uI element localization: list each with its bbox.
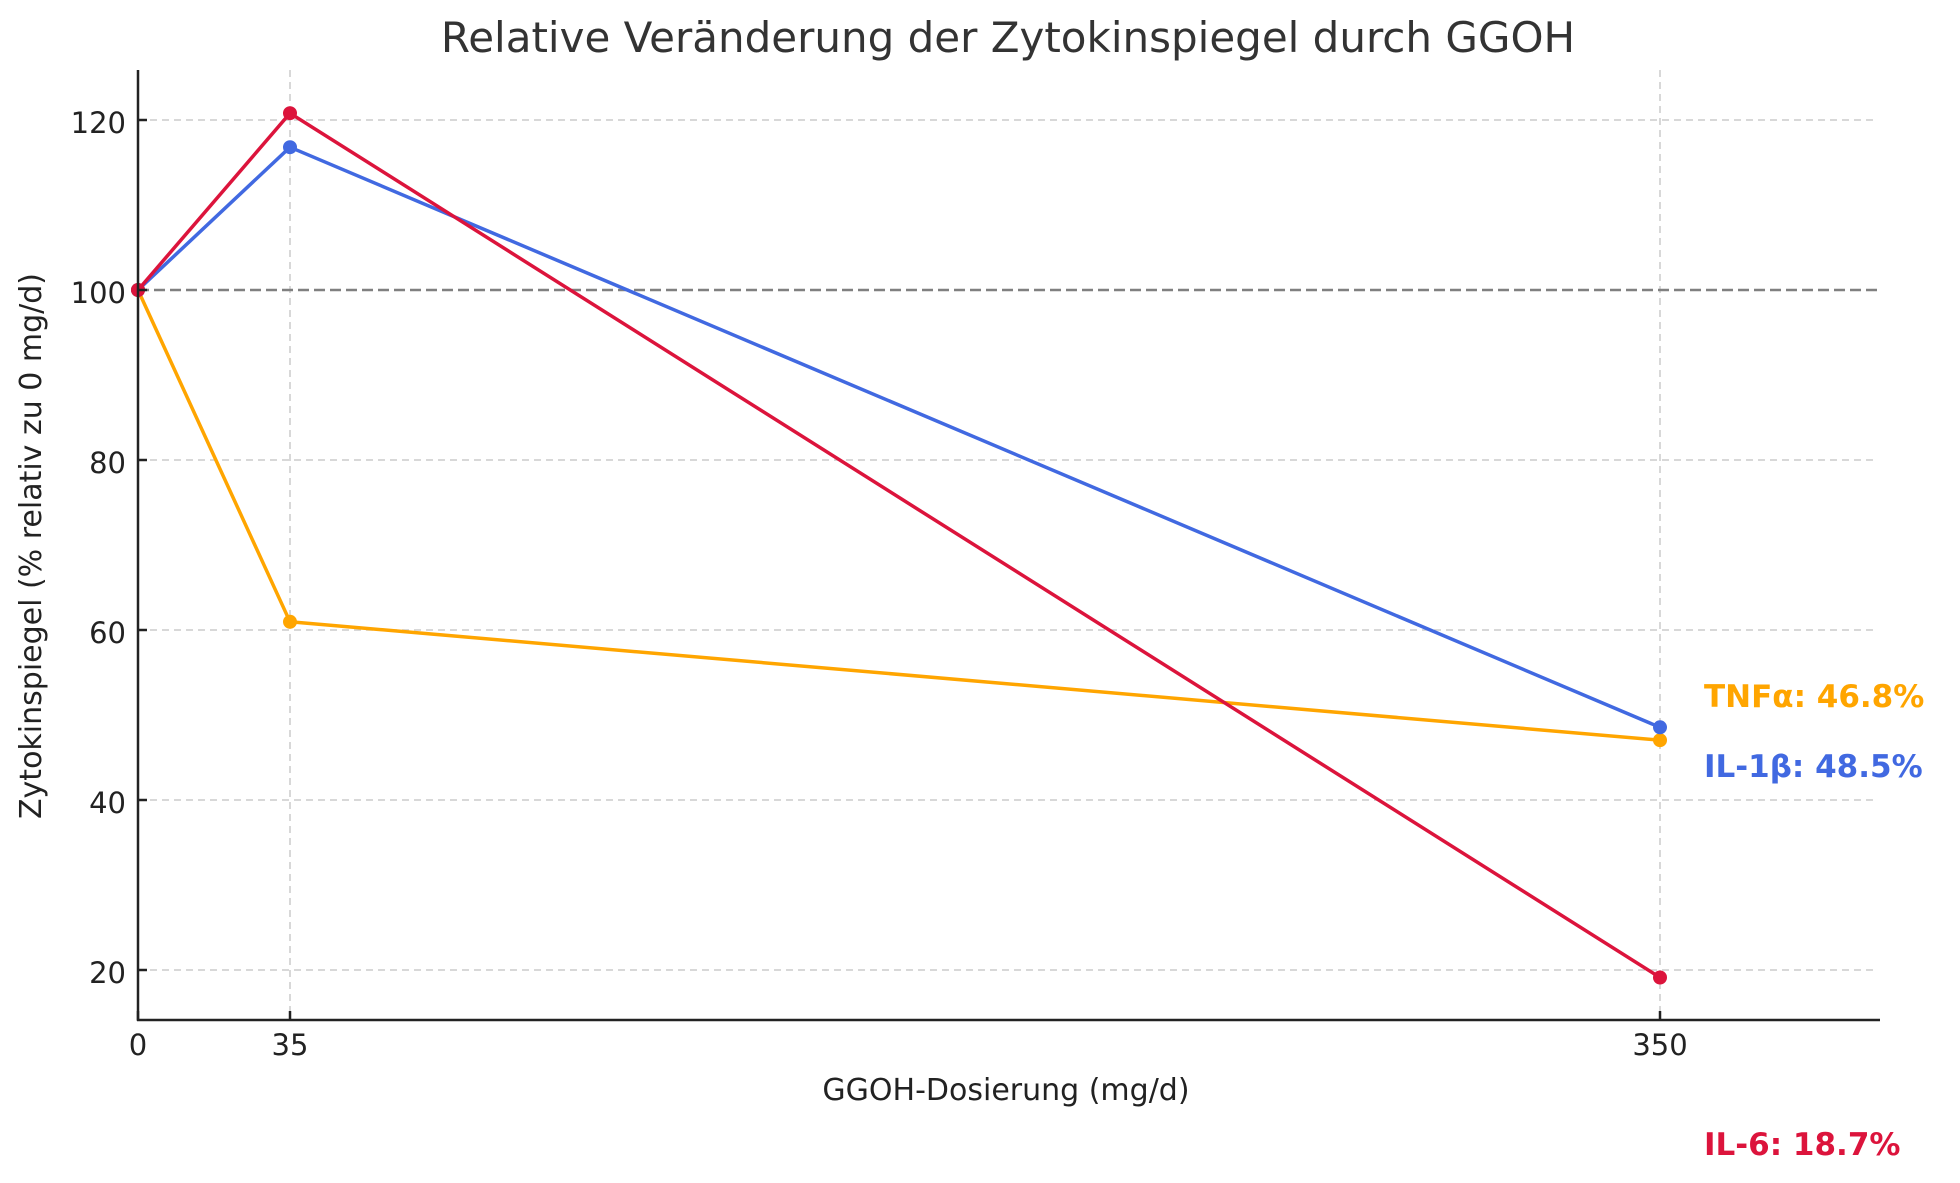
annotation-tnfa: TNFα: 46.8%: [1704, 679, 1924, 715]
y-axis-label: Zytokinspiegel (% relativ zu 0 mg/d): [14, 273, 49, 819]
data-point: [1653, 733, 1667, 748]
data-point: [1653, 720, 1667, 735]
y-ticks: [138, 118, 147, 972]
data-point: [283, 140, 297, 155]
horizontal-gridlines: [138, 119, 1878, 971]
x-tick-labels: 0 35 350: [129, 1028, 1688, 1062]
y-tick-label: 40: [89, 786, 126, 820]
x-tick-label: 350: [1632, 1028, 1687, 1062]
y-tick-labels: 20 40 60 80 100 120: [71, 106, 126, 990]
data-point: [283, 106, 297, 121]
series-line-il1b: [136, 145, 1661, 729]
x-ticks: [136, 1011, 1662, 1020]
y-tick-label: 120: [71, 106, 126, 140]
data-point: [283, 614, 297, 629]
y-tick-label: 60: [89, 616, 126, 650]
y-tick-label: 20: [89, 956, 126, 990]
vertical-gridlines: [289, 70, 1661, 1020]
annotation-il1b: IL-1β: 48.5%: [1704, 749, 1923, 785]
series-il1b: [131, 140, 1667, 735]
x-tick-label: 35: [272, 1028, 309, 1062]
series-line-il6: [136, 111, 1661, 979]
annotation-il6: IL-6: 18.7%: [1704, 1127, 1900, 1163]
y-tick-label: 80: [89, 446, 126, 480]
series-line-tnfa: [136, 289, 1661, 742]
series-il6: [131, 106, 1667, 985]
data-point: [1653, 970, 1667, 985]
y-tick-label: 100: [71, 276, 126, 310]
series-tnfa: [131, 283, 1667, 748]
x-axis-label: GGOH-Dosierung (mg/d): [822, 1073, 1189, 1108]
chart-title: Relative Veränderung der Zytokinspiegel …: [441, 13, 1575, 62]
x-tick-label: 0: [129, 1028, 147, 1062]
